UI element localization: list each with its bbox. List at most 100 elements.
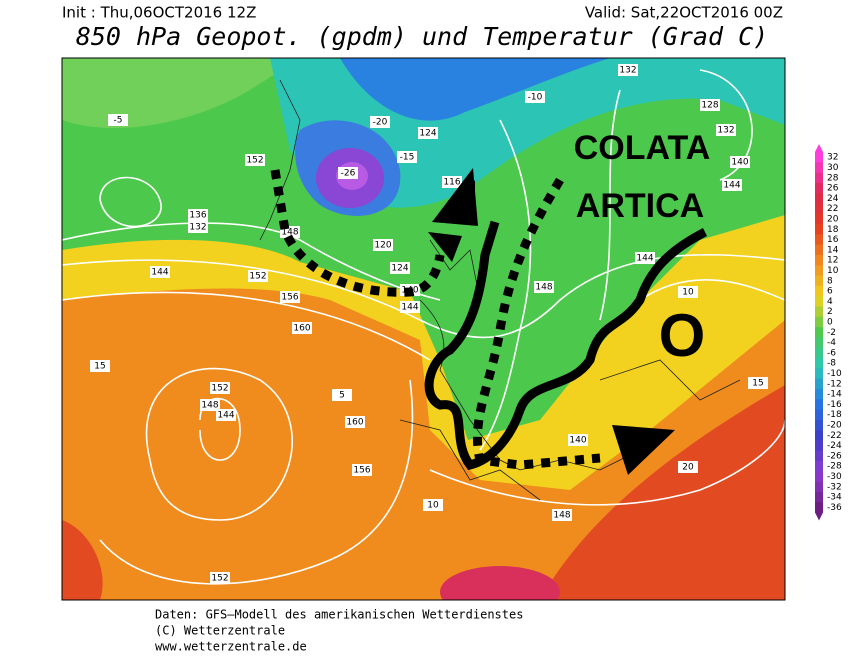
contour-label: 10 bbox=[427, 501, 439, 511]
contour-label: -20 bbox=[373, 118, 388, 128]
label-box bbox=[397, 151, 417, 163]
label-box bbox=[345, 416, 365, 428]
colorbar-tick-label: 26 bbox=[827, 184, 839, 194]
colorbar-cell bbox=[815, 285, 823, 297]
label-box bbox=[210, 572, 230, 584]
colorbar-tick-label: 20 bbox=[827, 214, 839, 224]
dotted-arrow bbox=[270, 169, 445, 297]
colorbar-tick-label: -6 bbox=[827, 348, 836, 358]
temp-field bbox=[62, 58, 785, 440]
colorbar-cell bbox=[815, 347, 823, 359]
colorbar-tick-label: -16 bbox=[827, 400, 842, 410]
contour-label: 152 bbox=[249, 272, 266, 282]
colorbar-tick-label: -14 bbox=[827, 390, 842, 400]
contour-label: 144 bbox=[217, 411, 234, 421]
colorbar-cell bbox=[815, 368, 823, 379]
colorbar-cell bbox=[815, 152, 823, 163]
annotation-label: COLATA bbox=[574, 129, 711, 167]
colorbar-cell bbox=[815, 388, 823, 400]
contour-label: 140 bbox=[569, 436, 586, 446]
colorbar-tick-label: 0 bbox=[827, 317, 833, 327]
label-box bbox=[200, 399, 220, 411]
contour-label: 128 bbox=[701, 101, 718, 111]
contour-label: 152 bbox=[211, 574, 228, 584]
colorbar-tick-label: -20 bbox=[827, 420, 842, 430]
contour-label: 148 bbox=[553, 511, 570, 521]
label-box bbox=[390, 262, 410, 274]
label-box bbox=[150, 266, 170, 278]
colorbar-cell bbox=[815, 296, 823, 307]
colorbar-tick-label: 6 bbox=[827, 287, 833, 297]
label-box bbox=[423, 499, 443, 511]
contour-label: 132 bbox=[189, 223, 206, 233]
colorbar-cell bbox=[815, 399, 823, 410]
colorbar-cell bbox=[815, 255, 823, 266]
label-box bbox=[678, 286, 698, 298]
label-box bbox=[188, 221, 208, 233]
colorbar-tick-label: -10 bbox=[827, 369, 842, 379]
colorbar-cell bbox=[815, 203, 823, 215]
contour-label: 132 bbox=[619, 66, 636, 76]
label-box bbox=[534, 281, 554, 293]
annotations: COLATA ARTICA O bbox=[270, 129, 711, 475]
contours bbox=[62, 69, 785, 585]
colorbar-tick-label: -18 bbox=[827, 410, 842, 420]
contour-label: 156 bbox=[353, 466, 370, 476]
temp-field bbox=[440, 566, 560, 600]
footer-line: (C) Wetterzentrale bbox=[155, 624, 285, 638]
map-frame bbox=[61, 57, 786, 601]
colorbar-cell bbox=[815, 491, 823, 503]
colorbar-tick-label: 28 bbox=[827, 173, 839, 183]
colorbar-cell bbox=[815, 234, 823, 245]
colorbar-cell bbox=[815, 182, 823, 194]
colorbar-cell bbox=[815, 327, 823, 338]
colorbar-tick-label: -24 bbox=[827, 441, 842, 451]
label-box bbox=[716, 124, 736, 136]
label-box bbox=[245, 154, 265, 166]
label-box bbox=[700, 99, 720, 111]
colorbar-cell bbox=[815, 306, 823, 318]
label-box bbox=[568, 434, 588, 446]
colorbar-tick-label: 18 bbox=[827, 225, 839, 235]
colorbar-cell bbox=[815, 337, 823, 348]
colorbar-cell bbox=[815, 316, 823, 328]
colorbar-tick-label: -28 bbox=[827, 462, 842, 472]
colorbar-tick-label: 32 bbox=[827, 153, 838, 163]
contour-label: 15 bbox=[94, 362, 105, 372]
colorbar-cell bbox=[815, 461, 823, 472]
colorbar-tick-label: -26 bbox=[827, 451, 842, 461]
label-box bbox=[370, 116, 390, 128]
colorbar-tick-label: 14 bbox=[827, 245, 839, 255]
colorbar-cell bbox=[815, 244, 823, 256]
map-labels: 1321281321401441361321441481521241161201… bbox=[90, 64, 768, 584]
contour-label: 152 bbox=[246, 156, 263, 166]
contour-label: -10 bbox=[528, 93, 543, 103]
label-box bbox=[618, 64, 638, 76]
label-box bbox=[418, 127, 438, 139]
colorbar-cell bbox=[815, 409, 823, 421]
label-box bbox=[678, 461, 698, 473]
colorbar-cell bbox=[815, 430, 823, 441]
contour-label: 120 bbox=[374, 241, 391, 251]
label-box bbox=[216, 409, 236, 421]
colorbar-cell bbox=[815, 502, 823, 513]
colorbar-tick-label: -36 bbox=[827, 503, 842, 513]
colorbar-cell bbox=[815, 440, 823, 451]
contour-label: 152 bbox=[211, 384, 228, 394]
label-box bbox=[280, 291, 300, 303]
front-line bbox=[424, 220, 708, 471]
footer-line: www.wetterzentrale.de bbox=[155, 640, 307, 654]
contour-label: 148 bbox=[535, 283, 552, 293]
colorbar-tick-label: -32 bbox=[827, 482, 842, 492]
label-box bbox=[722, 179, 742, 191]
contour-label: 160 bbox=[346, 418, 363, 428]
label-box bbox=[248, 270, 268, 282]
label-box bbox=[748, 377, 768, 389]
arrow-head bbox=[432, 168, 478, 226]
temp-field bbox=[540, 385, 785, 600]
contour-label: -26 bbox=[341, 169, 356, 179]
contour-label: 124 bbox=[391, 264, 408, 274]
label-box bbox=[338, 167, 358, 179]
annotation-marker: O bbox=[659, 302, 706, 369]
